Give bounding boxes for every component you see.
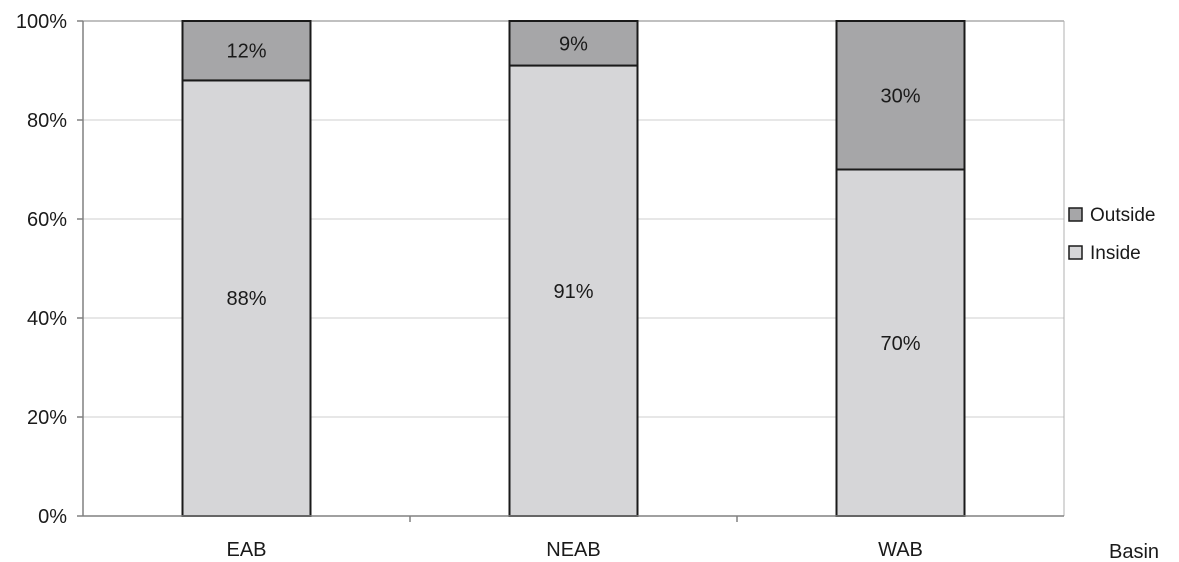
x-tick-label: WAB <box>878 539 923 561</box>
legend: Outside Inside <box>1068 205 1155 264</box>
data-label: 70% <box>880 333 920 355</box>
x-tick-label: EAB <box>226 539 266 561</box>
x-tick-label: NEAB <box>546 539 600 561</box>
y-tick-label: 60% <box>27 209 67 231</box>
legend-swatch-outside <box>1068 207 1083 222</box>
y-axis-ticks: 0% 20% 40% 60% 80% 100% <box>16 11 83 528</box>
data-label: 12% <box>226 41 266 63</box>
bar-segment-inside-neab <box>508 64 639 518</box>
data-label: 91% <box>553 281 593 303</box>
x-axis-label: Basin <box>1109 541 1159 562</box>
x-axis-ticks: EAB NEAB WAB <box>226 516 923 561</box>
bar-segment-outside-eab <box>181 20 312 82</box>
y-tick-label: 40% <box>27 308 67 330</box>
data-label: 30% <box>880 85 920 107</box>
data-label: 88% <box>226 288 266 310</box>
legend-label-outside: Outside <box>1090 205 1155 226</box>
data-label: 9% <box>559 33 588 55</box>
y-tick-label: 80% <box>27 110 67 132</box>
y-tick-label: 0% <box>38 506 67 528</box>
legend-label-inside: Inside <box>1090 243 1141 264</box>
y-tick-label: 20% <box>27 407 67 429</box>
bar-segment-inside-wab <box>835 168 966 517</box>
axes <box>82 21 1064 517</box>
legend-swatch-inside <box>1068 245 1083 260</box>
bars: 88% 12% 91% 9% 70% 30% <box>181 20 966 518</box>
bar-segment-outside-neab <box>508 20 639 67</box>
bar-segment-outside-wab <box>835 20 966 171</box>
y-tick-label: 100% <box>16 11 67 33</box>
